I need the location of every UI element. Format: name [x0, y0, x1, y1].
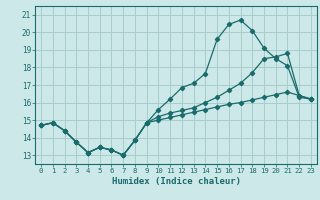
X-axis label: Humidex (Indice chaleur): Humidex (Indice chaleur)	[111, 177, 241, 186]
